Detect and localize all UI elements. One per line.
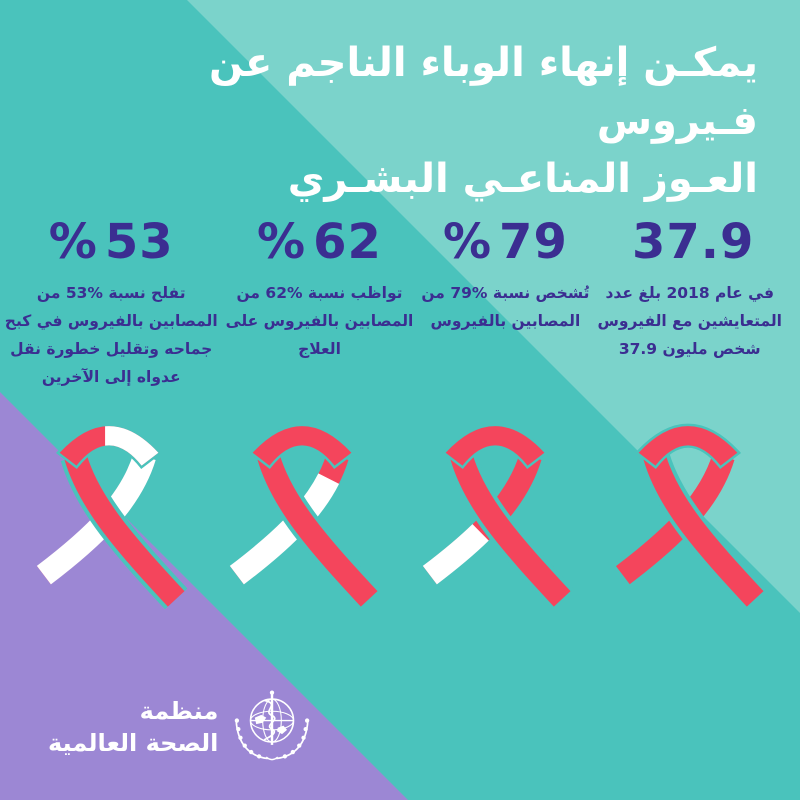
stat-caption: تواظب نسبة %62 من المصابين بالفيروس على …: [225, 284, 414, 358]
title-line-1: يمكـن إنهاء الوباء الناجم عن فـيروس: [209, 40, 758, 144]
stat-block-living-with-hiv: 37.9 في عام 2018 بلغ عدد المتعايشين مع ا…: [593, 214, 786, 392]
stat-value: 37.9: [632, 214, 755, 270]
title-line-2: العـوز المناعـي البشـري: [287, 156, 758, 202]
stat-number: % 53: [5, 214, 218, 270]
stat-caption: تُشخص نسبة %79 من المصابين بالفيروس: [421, 284, 590, 330]
stat-block-on-treatment: % 62 تواظب نسبة %62 من المصابين بالفيروس…: [222, 214, 418, 392]
ribbons-row: [14, 410, 786, 610]
percent-sign: %: [442, 214, 493, 270]
footer: منظمة الصحة العالمية: [48, 684, 315, 770]
ribbon-slot: [14, 410, 207, 610]
org-name-line-2: الصحة العالمية: [48, 729, 219, 757]
laurel-leaves: [235, 718, 310, 759]
ribbon-full-red: [615, 423, 766, 610]
ribbon-62: [229, 423, 380, 610]
ribbon-slot: [207, 410, 400, 610]
page-title: يمكـن إنهاء الوباء الناجم عن فـيروس العـ…: [68, 34, 758, 208]
stat-caption: في عام 2018 بلغ عدد المتعايشين مع الفيرو…: [597, 284, 782, 358]
continent-shapes: [255, 714, 288, 735]
stat-block-diagnosed: % 79 تُشخص نسبة %79 من المصابين بالفيروس: [417, 214, 593, 392]
stat-caption: تفلح نسبة %53 من المصابين بالفيروس في كب…: [4, 284, 218, 386]
stat-number: 37.9: [597, 214, 782, 270]
who-logo-icon: [235, 690, 310, 761]
ribbon-53: [36, 423, 187, 610]
percent-sign: %: [257, 214, 307, 270]
ribbon-79: [422, 423, 573, 610]
stat-block-suppressed: % 53 تفلح نسبة %53 من المصابين بالفيروس …: [1, 214, 222, 392]
serpent: [264, 699, 276, 741]
stat-number: % 79: [421, 214, 589, 270]
ribbon-slot: [400, 410, 593, 610]
stat-number: % 62: [226, 214, 414, 270]
percent-sign: %: [48, 214, 98, 270]
stat-value: 62: [313, 214, 382, 270]
ribbon-slot: [593, 410, 786, 610]
stat-value: 79: [499, 214, 568, 270]
stats-row: 37.9 في عام 2018 بلغ عدد المتعايشين مع ا…: [5, 214, 786, 392]
org-name-line-1: منظمة: [139, 696, 219, 725]
stat-value: 53: [104, 214, 174, 270]
org-name: منظمة الصحة العالمية: [48, 695, 218, 760]
